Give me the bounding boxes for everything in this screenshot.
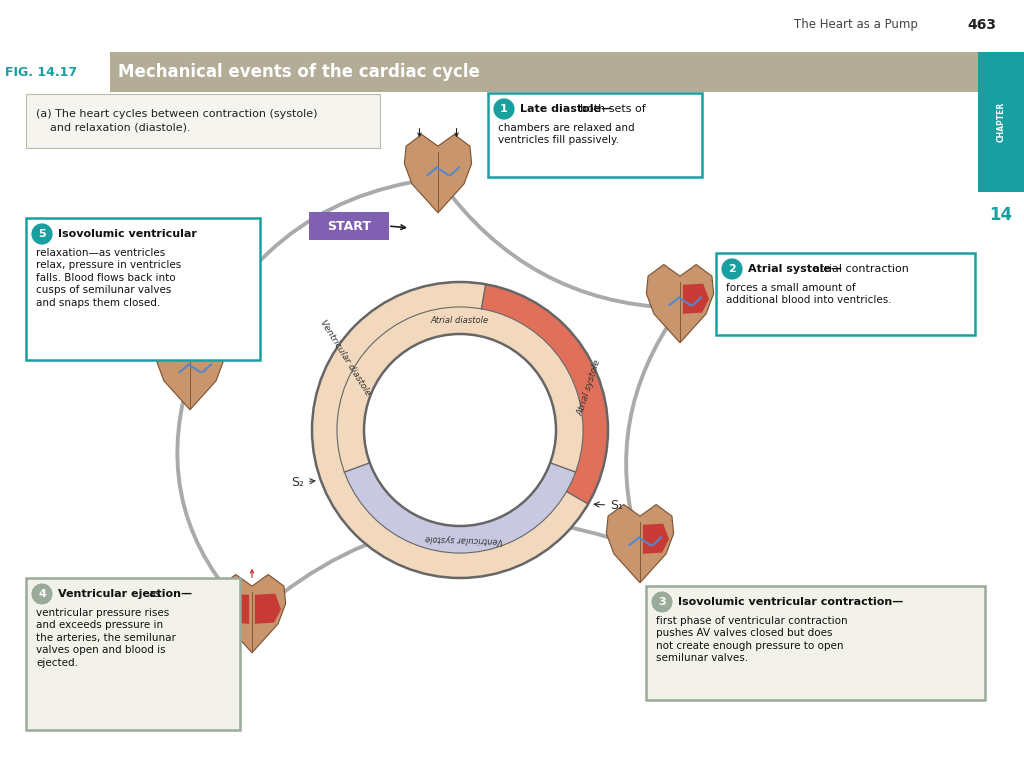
Text: 1: 1 [500, 104, 508, 114]
Polygon shape [312, 282, 608, 578]
Polygon shape [606, 504, 674, 583]
FancyBboxPatch shape [978, 52, 1024, 237]
Text: Ventricular diastole: Ventricular diastole [318, 319, 372, 397]
Text: relax, pressure in ventricles: relax, pressure in ventricles [36, 261, 181, 270]
Text: CHAPTER: CHAPTER [996, 102, 1006, 142]
Text: relaxation—as ventricles: relaxation—as ventricles [36, 248, 165, 258]
Text: 14: 14 [989, 206, 1013, 223]
Text: first phase of ventricular contraction: first phase of ventricular contraction [656, 616, 848, 626]
Text: not create enough pressure to open: not create enough pressure to open [656, 641, 844, 651]
Text: 463: 463 [968, 18, 996, 32]
FancyBboxPatch shape [26, 94, 380, 148]
Text: Ventricular systole: Ventricular systole [425, 534, 503, 546]
Text: Atrial systole—: Atrial systole— [748, 264, 842, 274]
FancyBboxPatch shape [26, 578, 240, 730]
Text: as: as [148, 589, 162, 599]
Text: Isovolumic ventricular: Isovolumic ventricular [58, 229, 197, 239]
FancyBboxPatch shape [716, 253, 975, 335]
Polygon shape [481, 284, 608, 504]
Circle shape [31, 223, 53, 245]
Circle shape [493, 98, 515, 120]
Polygon shape [683, 284, 709, 314]
Text: S₁: S₁ [594, 499, 624, 512]
FancyBboxPatch shape [0, 52, 110, 92]
Text: and snaps them closed.: and snaps them closed. [36, 298, 160, 307]
Text: ventricular pressure rises: ventricular pressure rises [36, 608, 169, 618]
Polygon shape [255, 594, 281, 624]
Text: cusps of semilunar valves: cusps of semilunar valves [36, 286, 171, 295]
Text: 5: 5 [38, 229, 46, 239]
Text: Atrial diastole: Atrial diastole [431, 316, 489, 325]
Circle shape [721, 258, 743, 280]
Circle shape [364, 334, 556, 526]
Text: START: START [327, 220, 371, 233]
Text: (a) The heart cycles between contraction (systole)
    and relaxation (diastole): (a) The heart cycles between contraction… [36, 109, 317, 133]
FancyBboxPatch shape [309, 212, 389, 240]
Polygon shape [646, 265, 714, 343]
Polygon shape [223, 594, 249, 624]
Text: ventricles fill passively.: ventricles fill passively. [498, 135, 618, 145]
Circle shape [31, 583, 53, 605]
FancyBboxPatch shape [488, 93, 702, 177]
Text: Mechanical events of the cardiac cycle: Mechanical events of the cardiac cycle [118, 63, 480, 81]
Text: both sets of: both sets of [581, 104, 646, 114]
Text: and exceeds pressure in: and exceeds pressure in [36, 620, 163, 630]
Text: forces a small amount of: forces a small amount of [726, 283, 856, 293]
Text: additional blood into ventricles.: additional blood into ventricles. [726, 296, 892, 306]
Polygon shape [337, 307, 583, 553]
Polygon shape [218, 574, 286, 653]
Text: 4: 4 [38, 589, 46, 599]
Text: pushes AV valves closed but does: pushes AV valves closed but does [656, 629, 833, 639]
Circle shape [651, 591, 673, 613]
FancyBboxPatch shape [646, 586, 985, 700]
Text: valves open and blood is: valves open and blood is [36, 645, 166, 655]
Text: 3: 3 [658, 597, 666, 607]
Text: Late diastole—: Late diastole— [520, 104, 612, 114]
FancyBboxPatch shape [26, 218, 260, 360]
Text: 2: 2 [728, 264, 736, 274]
FancyBboxPatch shape [978, 192, 1024, 237]
Text: S₂: S₂ [291, 476, 315, 489]
Polygon shape [344, 462, 575, 553]
Polygon shape [643, 524, 669, 554]
Text: Atrial systole: Atrial systole [575, 359, 602, 417]
FancyBboxPatch shape [0, 52, 978, 92]
Text: the arteries, the semilunar: the arteries, the semilunar [36, 632, 176, 643]
Text: FIG. 14.17: FIG. 14.17 [5, 65, 77, 78]
Text: Ventricular ejection—: Ventricular ejection— [58, 589, 193, 599]
Text: ejected.: ejected. [36, 657, 78, 667]
Text: atrial contraction: atrial contraction [813, 264, 908, 274]
Text: semilunar valves.: semilunar valves. [656, 653, 749, 663]
Polygon shape [157, 331, 223, 410]
Text: chambers are relaxed and: chambers are relaxed and [498, 123, 635, 133]
Text: The Heart as a Pump: The Heart as a Pump [794, 18, 918, 31]
Text: falls. Blood flows back into: falls. Blood flows back into [36, 273, 176, 282]
Polygon shape [404, 134, 472, 213]
Text: Isovolumic ventricular contraction—: Isovolumic ventricular contraction— [678, 597, 903, 607]
